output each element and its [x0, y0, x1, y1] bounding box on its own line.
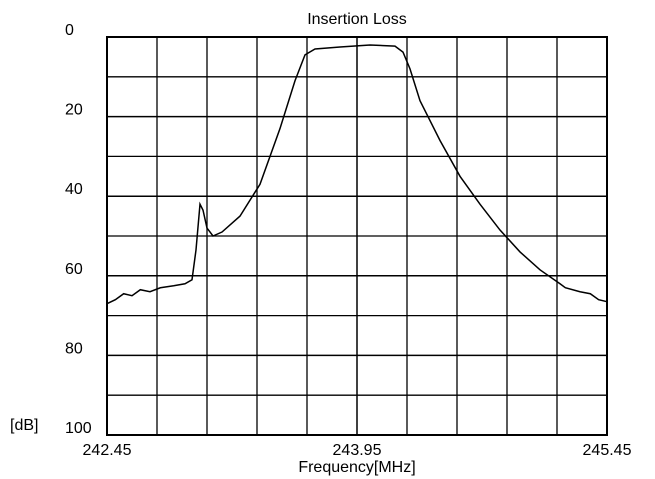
data-line — [106, 44, 608, 305]
x-tick-label: 243.95 — [333, 442, 382, 459]
y-tick-label: 40 — [65, 181, 83, 198]
x-tick-label: 245.45 — [583, 442, 632, 459]
chart-title: Insertion Loss — [307, 11, 407, 28]
x-axis-label: Frequency[MHz] — [298, 459, 415, 476]
y-tick-label: 60 — [65, 261, 83, 278]
y-tick-label: 20 — [65, 102, 83, 119]
plot-border — [106, 36, 608, 436]
x-tick-label: 242.45 — [83, 442, 132, 459]
y-tick-label: 100 — [65, 420, 92, 437]
y-axis-label: [dB] — [10, 417, 38, 434]
y-tick-label: 80 — [65, 340, 83, 357]
y-tick-label: 0 — [65, 22, 74, 39]
